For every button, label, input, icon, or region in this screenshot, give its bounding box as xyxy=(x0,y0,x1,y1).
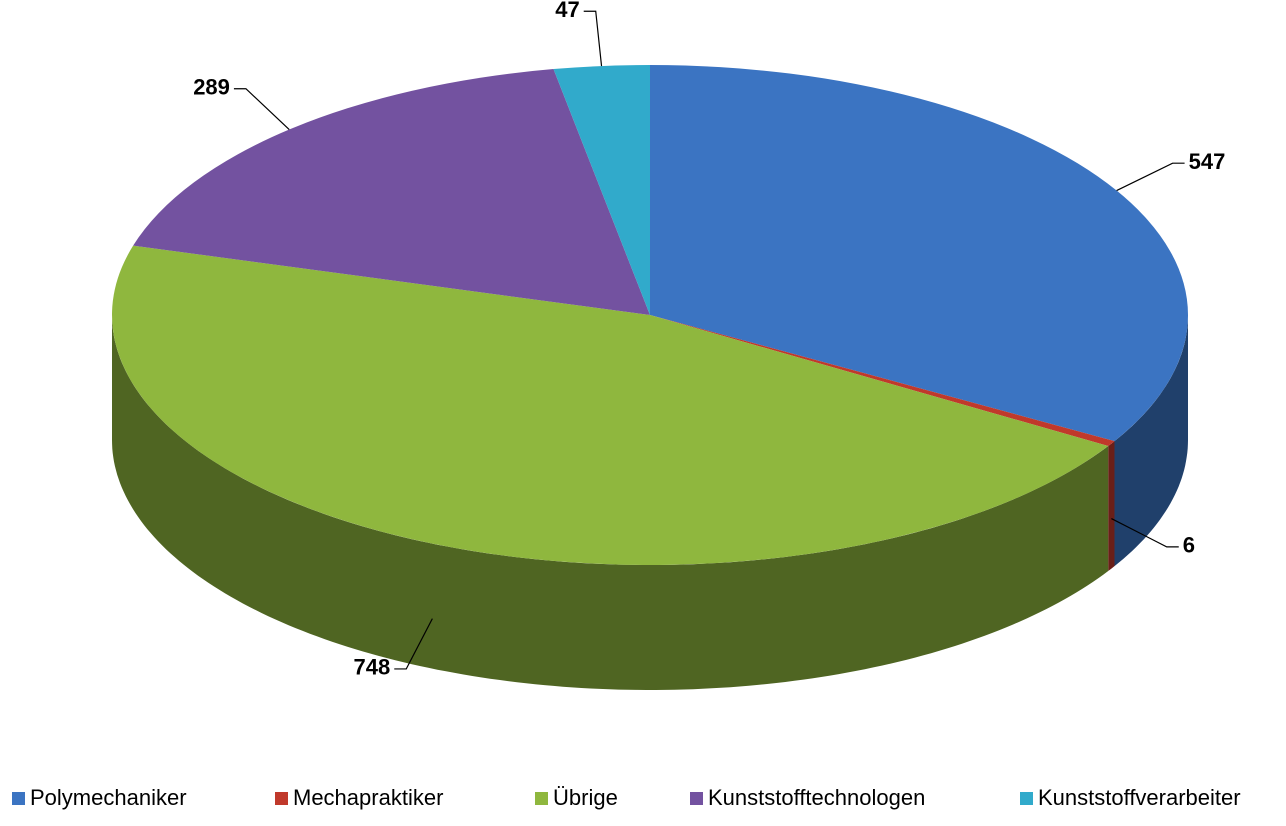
data-label: 289 xyxy=(193,75,230,100)
legend-label: Mechapraktiker xyxy=(293,785,443,810)
slice xyxy=(133,69,651,316)
leader-line xyxy=(233,88,290,130)
legend-swatch xyxy=(690,792,703,805)
leader-line xyxy=(1111,518,1179,548)
legend-swatch xyxy=(275,792,288,805)
slice-side xyxy=(112,315,1109,690)
slice xyxy=(553,65,650,315)
leader-line xyxy=(583,10,603,67)
slice xyxy=(650,315,1115,447)
legend-label: Polymechaniker xyxy=(30,785,187,810)
slice xyxy=(650,65,1188,442)
slice xyxy=(111,245,1109,565)
data-label: 547 xyxy=(1189,149,1226,174)
legend-label: Übrige xyxy=(553,785,618,810)
legend-label: Kunststoffverarbeiter xyxy=(1038,785,1241,810)
legend-swatch xyxy=(12,792,25,805)
data-label: 748 xyxy=(354,655,391,680)
data-label: 47 xyxy=(555,0,579,22)
leader-line xyxy=(1116,162,1185,192)
slice-side xyxy=(1114,315,1188,567)
leader-line xyxy=(394,618,433,670)
legend-swatch xyxy=(1020,792,1033,805)
legend-label: Kunststofftechnologen xyxy=(708,785,925,810)
legend-swatch xyxy=(535,792,548,805)
slice-side xyxy=(1108,441,1115,571)
data-label: 6 xyxy=(1183,533,1195,558)
